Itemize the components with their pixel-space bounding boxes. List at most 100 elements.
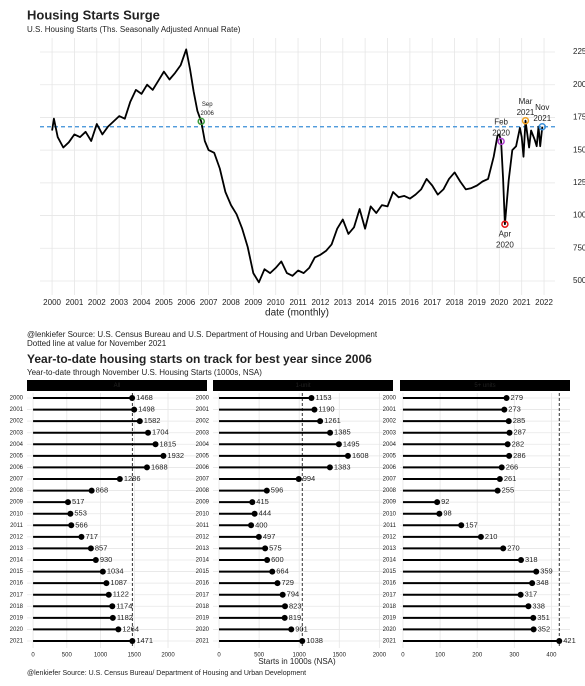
annotation-label: Apr	[499, 229, 512, 238]
y-tick-label: 2004	[196, 442, 210, 448]
lollipop-dot	[525, 603, 532, 610]
y-tick-label: 2000	[10, 396, 24, 402]
y-tick-label: 2000	[573, 80, 585, 89]
y-tick-label: 2002	[196, 419, 210, 425]
value-label: 1815	[160, 439, 177, 448]
y-tick-label: 2017	[196, 592, 210, 598]
annotation-point	[197, 117, 205, 126]
x-tick-label: 2010	[267, 298, 285, 307]
lollipop-dot	[131, 406, 138, 413]
value-label: 994	[303, 474, 316, 483]
y-tick-label: 2020	[196, 627, 210, 633]
x-tick-label: 2015	[379, 298, 397, 307]
lollipop-dot	[317, 418, 324, 425]
value-label: 596	[271, 486, 284, 495]
value-label: 1038	[306, 636, 323, 645]
y-tick-label: 2000	[383, 396, 397, 402]
value-label: 717	[85, 532, 98, 541]
value-label: 285	[513, 416, 526, 425]
lollipop-dot	[274, 580, 281, 587]
lollipop-dot	[288, 626, 295, 633]
value-label: 351	[537, 613, 550, 622]
x-tick-label: 1500	[333, 653, 347, 659]
lollipop-dot	[281, 614, 288, 621]
lollipop-dot	[269, 568, 276, 575]
value-label: 286	[513, 451, 526, 460]
panel-strip	[27, 380, 207, 391]
y-tick-label: 2012	[196, 534, 210, 540]
value-label: 1153	[315, 393, 331, 402]
y-tick-label: 2006	[10, 465, 24, 471]
value-label: 566	[75, 520, 88, 529]
value-label: 359	[540, 567, 553, 576]
lollipop-dot	[506, 452, 513, 459]
lollipop-dot	[311, 406, 318, 413]
y-tick-label: 2008	[10, 488, 24, 494]
value-label: 1087	[110, 578, 127, 587]
annotation-label: Feb	[494, 117, 508, 126]
x-tick-label: 1000	[293, 653, 307, 659]
y-tick-label: 2004	[10, 442, 24, 448]
value-label: 1122	[113, 590, 129, 599]
lollipop-dot	[556, 638, 563, 644]
x-tick-label: 2016	[401, 298, 419, 307]
y-tick-label: 2016	[196, 581, 210, 587]
caption: @lenkiefer Source: U.S. Census Bureau/ D…	[27, 670, 306, 677]
value-label: 823	[289, 601, 302, 610]
y-tick-label: 2005	[10, 453, 24, 459]
panel-label: All	[114, 383, 121, 389]
x-tick-label: 2014	[356, 298, 374, 307]
x-tick-label: 1500	[128, 653, 142, 659]
y-tick-label: 2006	[196, 465, 210, 471]
x-tick-label: 300	[509, 653, 520, 659]
value-label: 857	[95, 543, 108, 552]
y-tick-label: 2007	[196, 477, 210, 483]
y-tick-label: 2005	[196, 453, 210, 459]
lollipop-dot	[533, 568, 540, 575]
lollipop-dot	[282, 603, 288, 610]
value-label: 1385	[334, 428, 351, 437]
lollipop-dot	[87, 545, 94, 552]
value-label: 1471	[136, 636, 153, 645]
lollipop-dot	[503, 395, 510, 401]
caption: @lenkiefer Source: U.S. Census Bureau an…	[27, 330, 378, 339]
lollipop-dot	[501, 406, 508, 413]
y-tick-label: 2003	[196, 430, 210, 436]
lollipop-dot	[498, 464, 505, 471]
value-label: 282	[512, 439, 525, 448]
y-tick-label: 2016	[10, 581, 24, 587]
panel-strip	[400, 380, 570, 391]
y-tick-label: 2014	[383, 558, 397, 564]
x-tick-label: 400	[546, 653, 557, 659]
value-label: 1182	[117, 613, 133, 622]
lollipop-dot	[308, 395, 315, 401]
x-axis-label: Starts in 1000s (NSA)	[258, 657, 336, 666]
value-label: 517	[72, 497, 85, 506]
value-label: 287	[513, 428, 526, 437]
y-tick-label: 2014	[10, 558, 24, 564]
y-tick-label: 2013	[10, 546, 24, 552]
lollipop-dot	[496, 476, 503, 482]
lollipop-dot	[500, 545, 507, 552]
lollipop-dot	[529, 580, 536, 587]
value-label: 1286	[124, 474, 141, 483]
x-tick-label: 200	[472, 653, 483, 659]
value-label: 1608	[352, 451, 369, 460]
annotation-point	[497, 137, 505, 146]
lollipop-dot	[103, 580, 110, 587]
value-label: 1582	[144, 416, 161, 425]
value-label: 794	[287, 590, 300, 599]
x-tick-label: 2022	[535, 298, 553, 307]
value-label: 255	[502, 486, 515, 495]
annotation-label: 2020	[492, 128, 510, 137]
panel-strip	[213, 380, 393, 391]
value-label: 317	[525, 590, 538, 599]
x-tick-label: 2009	[244, 298, 262, 307]
y-tick-label: 2007	[383, 477, 397, 483]
x-tick-label: 2001	[66, 298, 84, 307]
value-label: 270	[507, 543, 520, 552]
value-label: 279	[511, 393, 524, 402]
x-tick-label: 2004	[133, 298, 151, 307]
value-label: 318	[525, 555, 538, 564]
